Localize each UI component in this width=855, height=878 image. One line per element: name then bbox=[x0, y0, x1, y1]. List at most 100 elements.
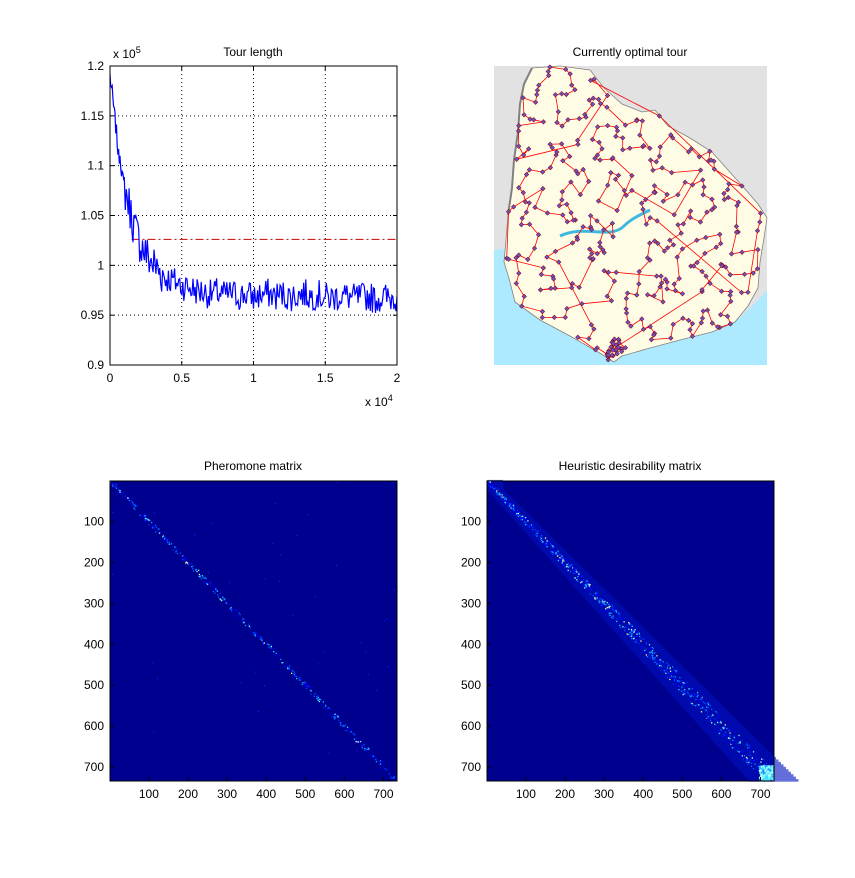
heatmap-cell bbox=[153, 527, 155, 529]
city-marker bbox=[733, 223, 740, 230]
heatmap-cell bbox=[229, 581, 231, 584]
heatmap-cell bbox=[745, 756, 748, 759]
heatmap-cell bbox=[497, 489, 499, 491]
city-marker bbox=[586, 246, 593, 252]
heatmap-cell bbox=[318, 698, 320, 700]
heatmap-cell bbox=[715, 711, 717, 713]
heatmap-cell bbox=[360, 642, 362, 644]
heatmap-cell bbox=[612, 608, 614, 611]
heatmap-band bbox=[708, 734, 754, 738]
heatmap-cell bbox=[562, 561, 564, 564]
heatmap-cell bbox=[716, 721, 719, 724]
heatmap-cell bbox=[496, 492, 498, 494]
heatmap-cell bbox=[746, 744, 748, 746]
city-marker bbox=[664, 191, 670, 198]
heatmap-cell bbox=[644, 649, 646, 652]
heatmap-cell bbox=[738, 747, 740, 750]
heatmap-cell bbox=[192, 570, 195, 572]
heatmap-cell bbox=[504, 499, 506, 502]
heatmap-cell bbox=[339, 722, 342, 724]
heatmap-cell bbox=[606, 609, 608, 611]
city-marker bbox=[757, 210, 764, 216]
heatmap-cell bbox=[661, 664, 664, 666]
heatmap-cell bbox=[348, 732, 350, 735]
heatmap-cell bbox=[605, 601, 608, 603]
heatmap-cell bbox=[622, 626, 624, 628]
heatmap-cell bbox=[234, 609, 237, 611]
heatmap-cell bbox=[629, 632, 631, 634]
x-tick-label: 200 bbox=[178, 787, 198, 801]
heatmap-band bbox=[596, 609, 627, 613]
city-marker bbox=[688, 146, 695, 152]
heatmap-cell bbox=[674, 676, 676, 678]
heatmap-cell bbox=[576, 571, 578, 573]
heatmap-cell bbox=[751, 757, 753, 759]
heatmap-cell bbox=[612, 616, 614, 619]
city-marker bbox=[700, 177, 706, 183]
city-marker bbox=[625, 319, 631, 325]
heatmap-cell bbox=[152, 731, 155, 733]
heatmap-cell bbox=[689, 695, 691, 697]
pheromone-title: Pheromone matrix bbox=[204, 459, 302, 473]
heatmap-cell bbox=[765, 773, 768, 776]
heatmap-cell bbox=[562, 563, 564, 565]
heatmap-cell bbox=[271, 543, 274, 545]
city-marker bbox=[682, 179, 688, 185]
city-marker bbox=[559, 189, 565, 195]
heatmap-cell bbox=[543, 543, 545, 546]
city-marker bbox=[615, 336, 622, 343]
heatmap-cell bbox=[692, 693, 694, 696]
heatmap-cell bbox=[630, 630, 633, 632]
heatmap-cell bbox=[746, 758, 748, 760]
heatmap-cell bbox=[521, 517, 523, 520]
city-marker bbox=[520, 152, 527, 158]
heatmap-cell bbox=[705, 717, 708, 719]
heatmap-cell bbox=[603, 603, 606, 605]
heatmap-cell bbox=[488, 484, 490, 486]
heatmap-cell bbox=[235, 614, 238, 616]
heatmap-cell bbox=[595, 595, 597, 597]
heatmap-cell bbox=[574, 572, 577, 574]
heatmap-cell bbox=[350, 729, 352, 732]
heatmap-cell bbox=[758, 765, 760, 768]
heatmap-cell bbox=[109, 483, 112, 485]
heatmap-cell bbox=[252, 631, 254, 634]
heatmap-band bbox=[629, 646, 665, 650]
heatmap-cell bbox=[280, 554, 282, 556]
heatmap-cell bbox=[738, 748, 741, 750]
heatmap-cell bbox=[222, 597, 224, 599]
city-marker bbox=[750, 270, 756, 276]
city-marker bbox=[609, 352, 615, 358]
city-marker bbox=[688, 263, 694, 269]
city-marker bbox=[594, 218, 600, 224]
heatmap-cell bbox=[624, 625, 626, 627]
heatmap-cell bbox=[185, 561, 188, 563]
heatmap-cell bbox=[580, 579, 582, 582]
heatmap-cell bbox=[131, 500, 133, 502]
heatmap-cell bbox=[605, 610, 607, 612]
heatmap-band bbox=[519, 524, 540, 527]
heatmap-band bbox=[662, 683, 702, 687]
heatmap-cell bbox=[387, 666, 389, 668]
city-marker bbox=[757, 219, 763, 225]
heatmap-cell bbox=[384, 767, 386, 770]
city-marker bbox=[608, 344, 614, 350]
heatmap-cell bbox=[334, 713, 336, 715]
heatmap-cell bbox=[659, 659, 661, 661]
heatmap-cell bbox=[116, 485, 118, 487]
heatmap-band bbox=[666, 688, 707, 691]
city-marker bbox=[552, 92, 559, 98]
heatmap-cell bbox=[585, 586, 587, 589]
heatmap-cell bbox=[691, 702, 693, 705]
heuristic-title: Heuristic desirability matrix bbox=[559, 459, 702, 473]
heatmap-cell bbox=[493, 487, 495, 490]
city-marker bbox=[572, 87, 578, 93]
heatmap-band bbox=[618, 634, 652, 638]
heatmap-cell bbox=[748, 744, 750, 746]
heatmap-band bbox=[600, 614, 632, 618]
heatmap-cell bbox=[522, 517, 525, 520]
city-marker bbox=[539, 169, 546, 175]
city-marker bbox=[701, 184, 707, 190]
heatmap-cell bbox=[749, 747, 751, 750]
heatmap-cell bbox=[293, 673, 296, 675]
